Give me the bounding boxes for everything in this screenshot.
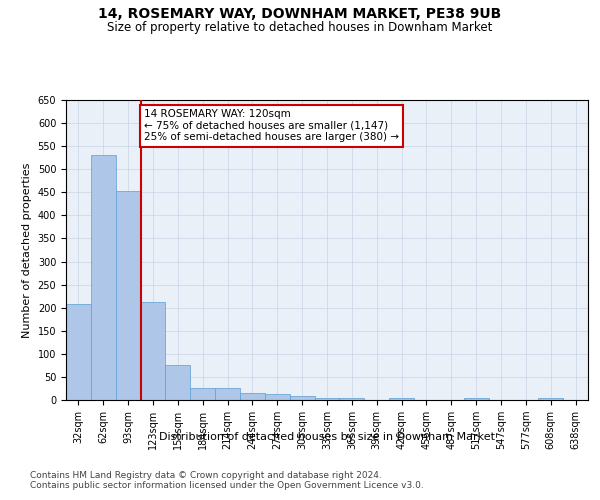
Text: Distribution of detached houses by size in Downham Market: Distribution of detached houses by size … bbox=[159, 432, 495, 442]
Bar bbox=[116, 192, 140, 400]
Y-axis label: Number of detached properties: Number of detached properties bbox=[22, 162, 32, 338]
Text: Contains public sector information licensed under the Open Government Licence v3: Contains public sector information licen… bbox=[30, 481, 424, 490]
Bar bbox=[215, 388, 240, 400]
Bar bbox=[66, 304, 91, 400]
Bar bbox=[290, 396, 314, 400]
Bar bbox=[265, 394, 290, 400]
Text: Size of property relative to detached houses in Downham Market: Size of property relative to detached ho… bbox=[107, 21, 493, 34]
Bar bbox=[464, 398, 488, 400]
Text: Contains HM Land Registry data © Crown copyright and database right 2024.: Contains HM Land Registry data © Crown c… bbox=[30, 471, 382, 480]
Bar bbox=[190, 388, 215, 400]
Bar bbox=[240, 393, 265, 400]
Text: 14, ROSEMARY WAY, DOWNHAM MARKET, PE38 9UB: 14, ROSEMARY WAY, DOWNHAM MARKET, PE38 9… bbox=[98, 8, 502, 22]
Bar bbox=[538, 398, 563, 400]
Text: 14 ROSEMARY WAY: 120sqm
← 75% of detached houses are smaller (1,147)
25% of semi: 14 ROSEMARY WAY: 120sqm ← 75% of detache… bbox=[145, 109, 400, 142]
Bar bbox=[140, 302, 166, 400]
Bar bbox=[91, 156, 116, 400]
Bar bbox=[314, 398, 340, 400]
Bar bbox=[166, 366, 190, 400]
Bar bbox=[340, 398, 364, 400]
Bar bbox=[389, 398, 414, 400]
